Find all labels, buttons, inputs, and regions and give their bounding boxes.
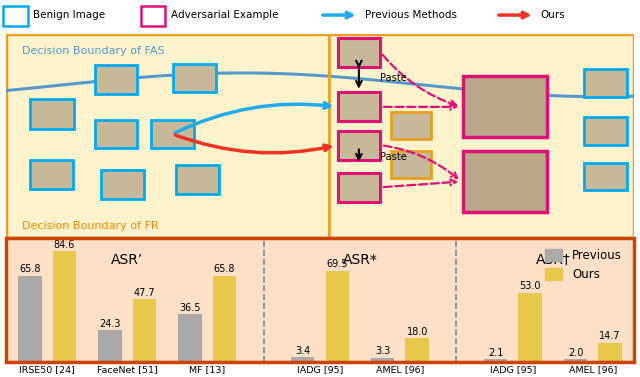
Text: Adversarial Example: Adversarial Example bbox=[171, 10, 278, 20]
Bar bbox=[326, 271, 349, 362]
FancyBboxPatch shape bbox=[337, 38, 380, 67]
Bar bbox=[132, 299, 156, 362]
Text: 69.5: 69.5 bbox=[326, 259, 348, 269]
Bar bbox=[52, 251, 76, 362]
FancyBboxPatch shape bbox=[173, 64, 216, 92]
Legend: Previous, Ours: Previous, Ours bbox=[539, 244, 628, 287]
Text: 3.4: 3.4 bbox=[295, 346, 310, 356]
FancyBboxPatch shape bbox=[30, 160, 73, 189]
Text: ASR’: ASR’ bbox=[111, 253, 143, 267]
FancyBboxPatch shape bbox=[337, 92, 380, 121]
Bar bbox=[598, 343, 622, 362]
FancyBboxPatch shape bbox=[29, 99, 74, 129]
Text: Paste: Paste bbox=[380, 152, 406, 162]
Text: ASR*: ASR* bbox=[342, 253, 378, 267]
FancyBboxPatch shape bbox=[463, 77, 547, 138]
FancyBboxPatch shape bbox=[584, 162, 627, 190]
Text: 65.8: 65.8 bbox=[19, 264, 40, 274]
Text: Decision Boundary of FAS: Decision Boundary of FAS bbox=[22, 46, 164, 56]
Text: 24.3: 24.3 bbox=[99, 319, 120, 328]
FancyBboxPatch shape bbox=[337, 131, 380, 159]
Bar bbox=[291, 357, 314, 362]
FancyBboxPatch shape bbox=[584, 117, 627, 144]
Text: 36.5: 36.5 bbox=[179, 303, 200, 313]
Text: 18.0: 18.0 bbox=[406, 327, 428, 337]
FancyBboxPatch shape bbox=[390, 112, 431, 139]
Bar bbox=[484, 359, 508, 362]
FancyBboxPatch shape bbox=[463, 151, 547, 212]
Text: ASR†: ASR† bbox=[536, 253, 570, 267]
FancyBboxPatch shape bbox=[101, 170, 144, 199]
FancyBboxPatch shape bbox=[151, 120, 194, 149]
Text: 2.0: 2.0 bbox=[568, 348, 583, 358]
Text: 84.6: 84.6 bbox=[54, 239, 75, 250]
Text: Decision Boundary of FR: Decision Boundary of FR bbox=[22, 221, 159, 231]
Text: 2.1: 2.1 bbox=[488, 348, 504, 358]
FancyBboxPatch shape bbox=[337, 173, 380, 202]
Bar bbox=[18, 276, 42, 362]
FancyBboxPatch shape bbox=[177, 166, 219, 194]
Bar bbox=[564, 359, 588, 362]
FancyBboxPatch shape bbox=[141, 6, 165, 26]
Text: Paste: Paste bbox=[380, 73, 406, 83]
FancyBboxPatch shape bbox=[584, 69, 627, 97]
Bar bbox=[518, 293, 542, 362]
Text: 65.8: 65.8 bbox=[214, 264, 235, 274]
Text: 14.7: 14.7 bbox=[600, 331, 621, 341]
Text: Ours: Ours bbox=[541, 10, 566, 20]
Bar bbox=[178, 314, 202, 362]
FancyBboxPatch shape bbox=[3, 6, 28, 26]
FancyBboxPatch shape bbox=[95, 65, 138, 94]
Bar bbox=[406, 338, 429, 362]
Bar bbox=[98, 330, 122, 362]
Text: Benign Image: Benign Image bbox=[33, 10, 106, 20]
FancyBboxPatch shape bbox=[95, 120, 138, 149]
Text: 47.7: 47.7 bbox=[134, 288, 155, 298]
Text: 53.0: 53.0 bbox=[520, 281, 541, 291]
Bar bbox=[371, 358, 394, 362]
FancyBboxPatch shape bbox=[390, 151, 431, 178]
Text: Previous Methods: Previous Methods bbox=[365, 10, 457, 20]
Text: 3.3: 3.3 bbox=[375, 346, 390, 356]
FancyBboxPatch shape bbox=[6, 34, 634, 238]
Bar bbox=[212, 276, 236, 362]
